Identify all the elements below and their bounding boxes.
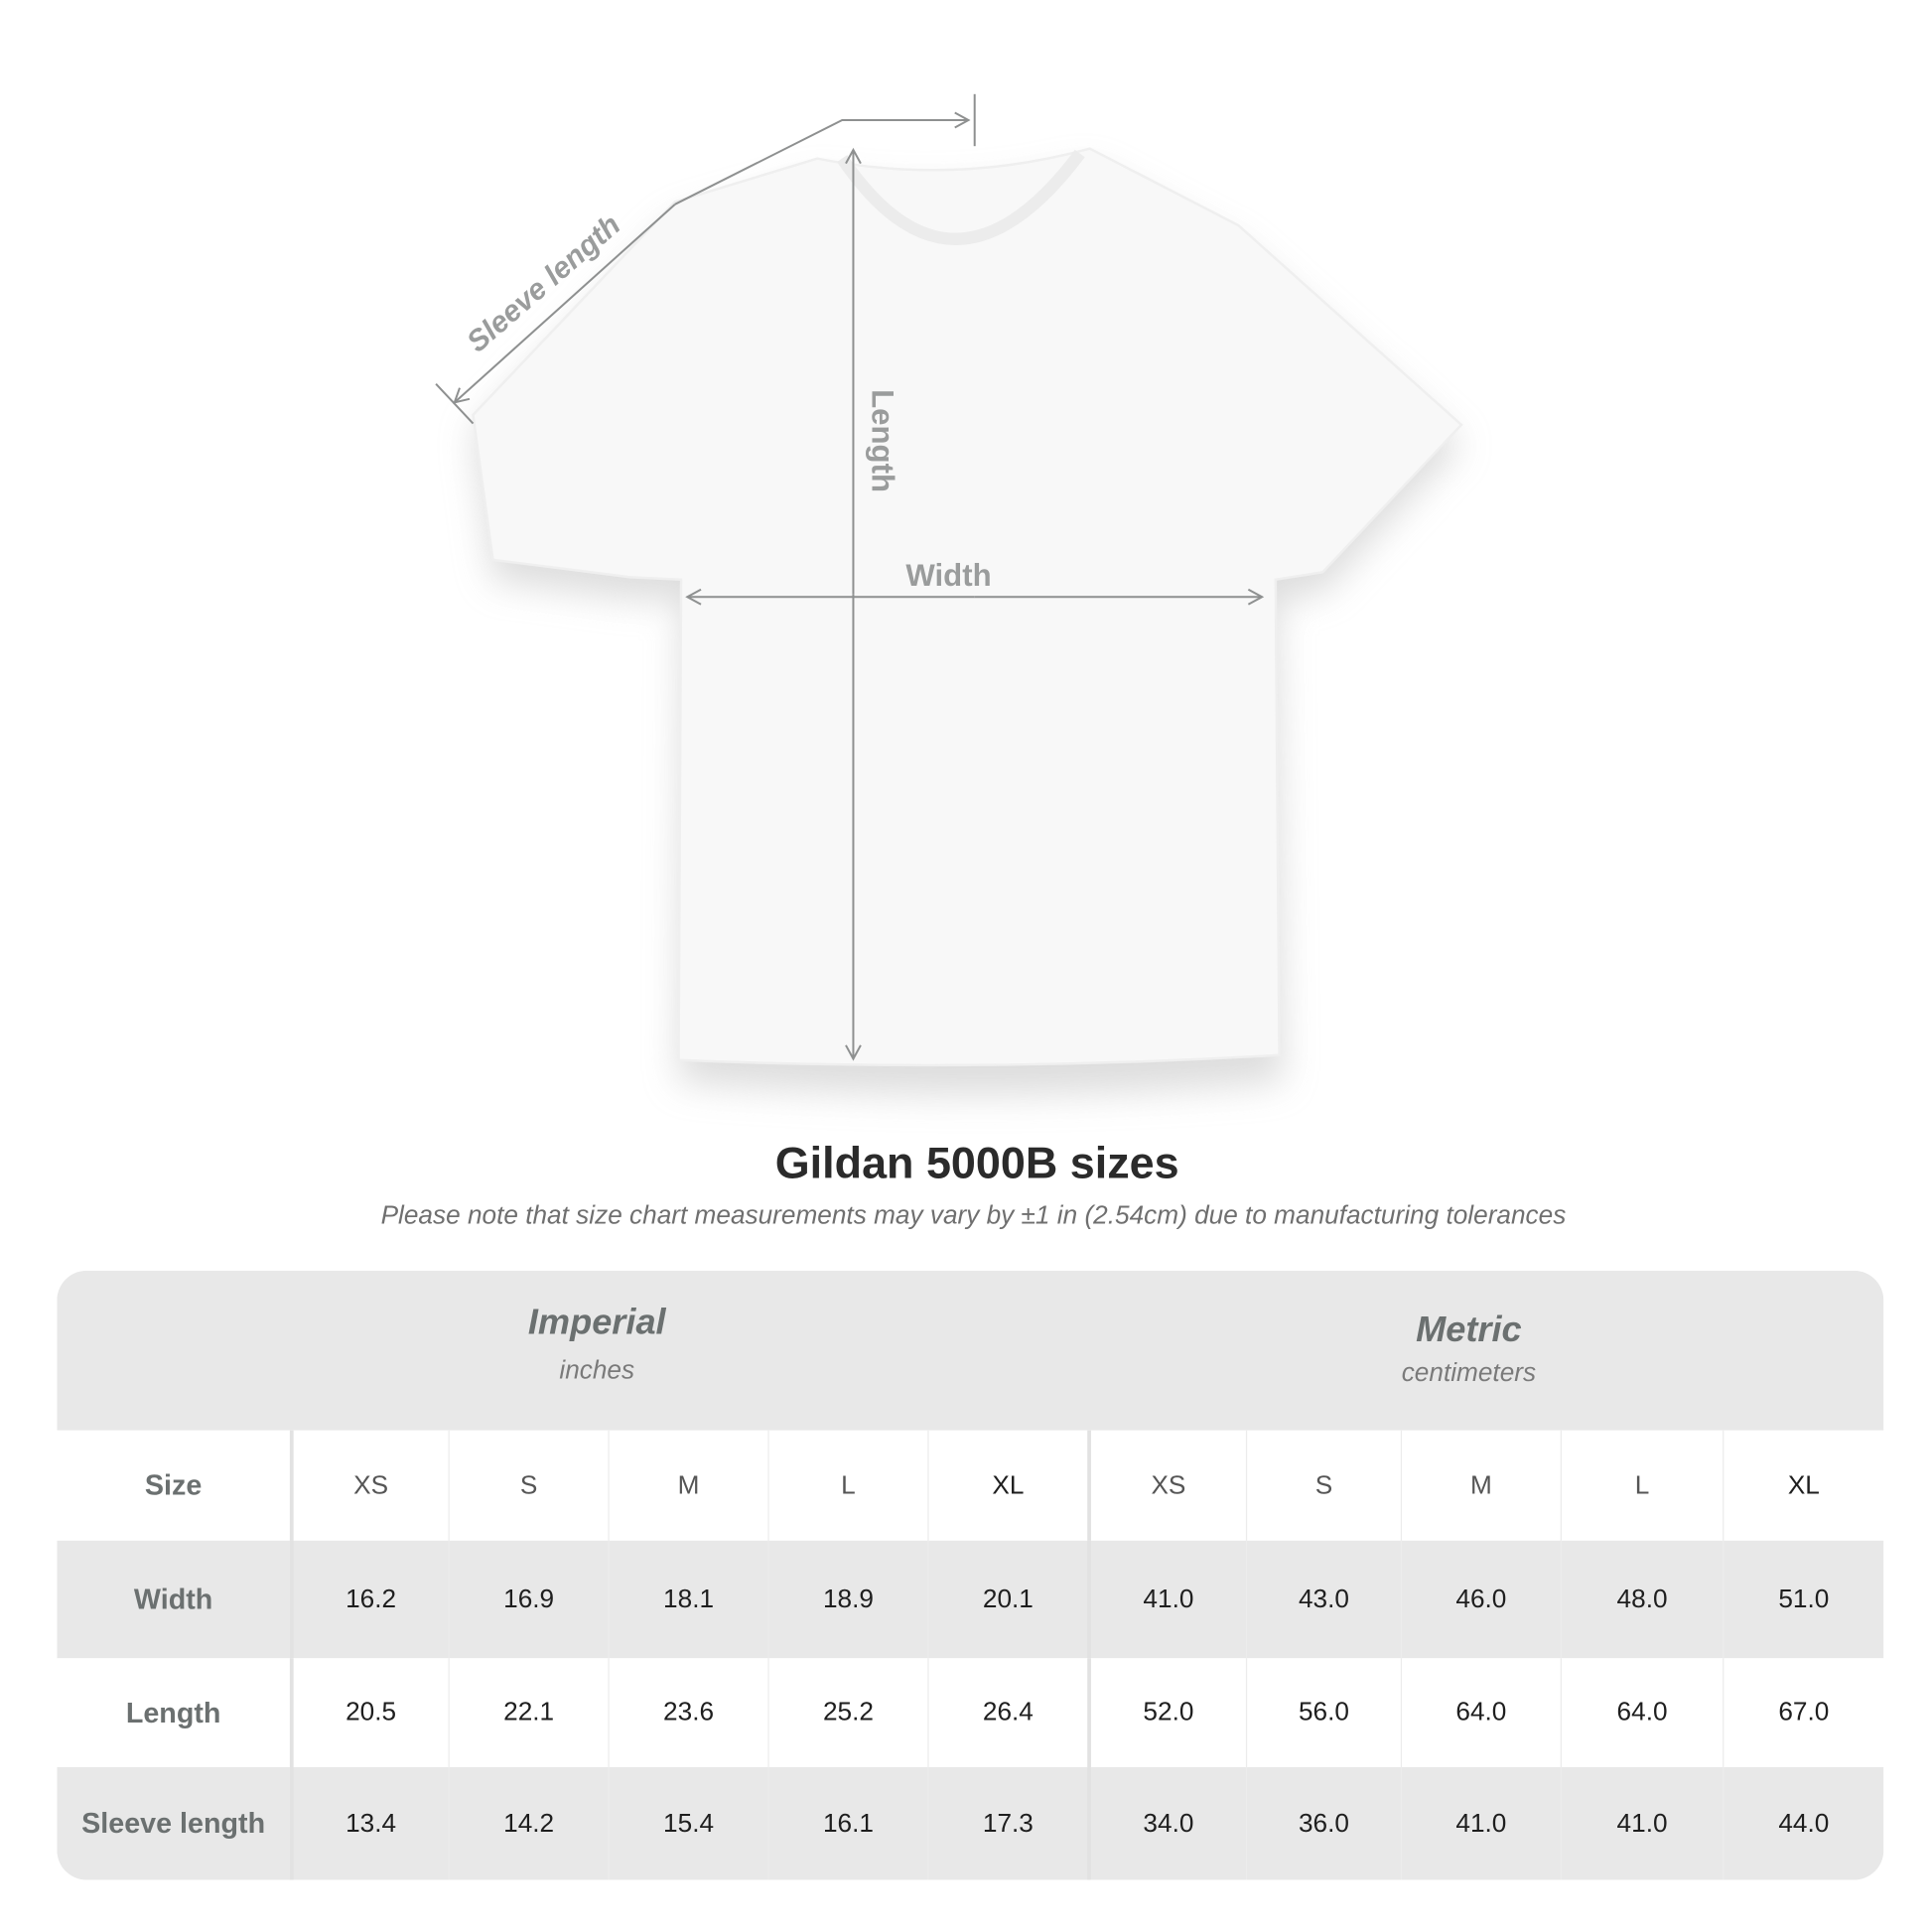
table-cell: 18.1 xyxy=(608,1540,767,1659)
tshirt-diagram: Sleeve length Length Width xyxy=(435,93,1463,1095)
table-cell: 15.4 xyxy=(608,1767,767,1880)
size-header: XL xyxy=(927,1430,1087,1541)
size-header: L xyxy=(1560,1430,1723,1541)
table-cell: 25.2 xyxy=(767,1658,927,1768)
table-cell: 26.4 xyxy=(927,1658,1087,1768)
table-cell: 44.0 xyxy=(1723,1767,1883,1880)
table-row: Sleeve length 13.4 14.2 15.4 16.1 17.3 34.0 36.… xyxy=(57,1767,1884,1880)
table-cell: 18.9 xyxy=(767,1540,927,1659)
table-cell: 51.0 xyxy=(1723,1540,1883,1659)
metric-title: Metric xyxy=(1416,1310,1522,1350)
table-cell: 43.0 xyxy=(1245,1540,1401,1659)
length-label: Length xyxy=(866,389,900,492)
size-header: M xyxy=(1400,1430,1561,1541)
table-cell: 34.0 xyxy=(1087,1767,1246,1880)
table-cell: 16.1 xyxy=(767,1767,927,1880)
size-header: XL xyxy=(1723,1430,1883,1541)
size-header: S xyxy=(448,1430,609,1541)
tshirt-body xyxy=(472,147,1463,1067)
width-label: Width xyxy=(905,558,991,593)
size-column-label: Size xyxy=(144,1468,203,1501)
tolerance-note: Please note that size chart measurements… xyxy=(380,1200,1567,1230)
row-label: Sleeve length xyxy=(81,1806,266,1840)
table-cell: 52.0 xyxy=(1087,1658,1246,1768)
size-header-row: Size XS S M L XL XS S M L XL xyxy=(57,1430,1884,1541)
sleeve-shoulder-line xyxy=(674,111,971,206)
size-header: L xyxy=(767,1430,927,1541)
table-cell: 17.3 xyxy=(927,1767,1087,1880)
size-header: XS xyxy=(289,1430,449,1541)
metric-header: Metric centimeters xyxy=(1221,1311,1717,1389)
table-cell: 41.0 xyxy=(1087,1540,1246,1659)
table-cell: 64.0 xyxy=(1560,1658,1723,1768)
table-cell: 16.9 xyxy=(448,1540,609,1659)
page-title: Gildan 5000B sizes xyxy=(774,1137,1179,1188)
table-cell: 56.0 xyxy=(1245,1658,1401,1768)
table-cell: 22.1 xyxy=(448,1658,609,1768)
table-cell: 41.0 xyxy=(1400,1767,1561,1880)
size-header: S xyxy=(1245,1430,1401,1541)
table-row: Length 20.5 22.1 23.6 25.2 26.4 52.0 56.0 64.0 64… xyxy=(57,1658,1884,1768)
tshirt-collar xyxy=(837,149,1085,245)
table-cell: 36.0 xyxy=(1245,1767,1401,1880)
table-cell: 41.0 xyxy=(1560,1767,1723,1880)
metric-unit: centimeters xyxy=(1401,1358,1537,1388)
table-cell: 67.0 xyxy=(1723,1658,1883,1768)
table-cell: 48.0 xyxy=(1560,1540,1723,1659)
table-cell: 23.6 xyxy=(608,1658,767,1768)
size-header: M xyxy=(608,1430,767,1541)
table-cell: 16.2 xyxy=(289,1540,449,1659)
imperial-title: Imperial xyxy=(527,1303,666,1343)
sleeve-tick xyxy=(435,383,475,425)
table-header: Imperial inches Metric centimeters xyxy=(57,1270,1884,1431)
size-table: Imperial inches Metric centimeters Size X… xyxy=(57,1270,1884,1880)
table-cell: 46.0 xyxy=(1400,1540,1561,1659)
row-label: Width xyxy=(133,1583,213,1615)
size-header: XS xyxy=(1087,1430,1246,1541)
row-label: Length xyxy=(125,1696,221,1728)
table-cell: 14.2 xyxy=(448,1767,609,1880)
table-cell: 64.0 xyxy=(1400,1658,1561,1768)
table-cell: 13.4 xyxy=(289,1767,449,1880)
table-row: Width 16.2 16.9 18.1 18.9 20.1 41.0 43.0 46.0 48.… xyxy=(57,1540,1884,1659)
table-cell: 20.5 xyxy=(289,1658,449,1768)
table-cell: 20.1 xyxy=(927,1540,1087,1659)
imperial-header: Imperial inches xyxy=(349,1303,845,1386)
sleeve-arrow xyxy=(453,204,676,404)
imperial-unit: inches xyxy=(559,1355,635,1385)
